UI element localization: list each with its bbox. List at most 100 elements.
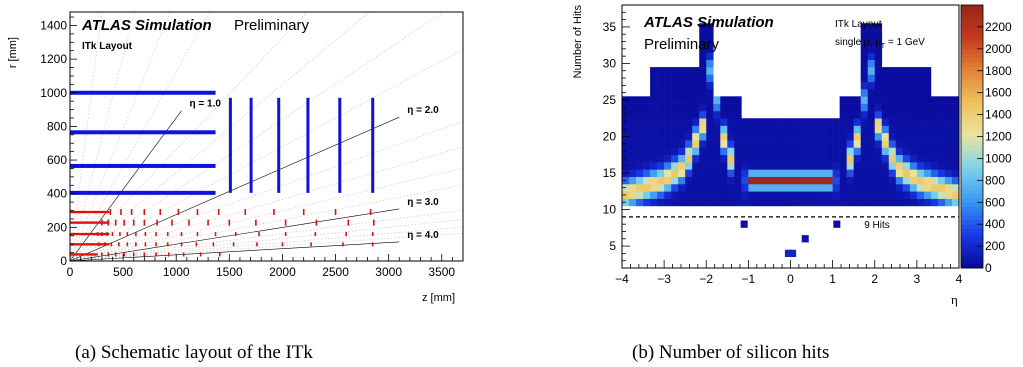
pixel-endcap-module	[126, 242, 129, 247]
colorbar-tick-label: 1800	[985, 64, 1012, 78]
heatmap-cell	[916, 110, 925, 119]
heatmap-cell	[790, 169, 798, 177]
x-tick-label: 2000	[269, 265, 296, 279]
heatmap-cell	[713, 103, 721, 112]
pixel-endcap-module	[234, 232, 237, 237]
heatmap-cell	[657, 110, 665, 119]
colorbar-tick-label: 200	[985, 239, 1005, 253]
heatmap-cell	[895, 125, 904, 134]
heatmap-cell	[902, 169, 911, 177]
heatmap-cell	[762, 191, 770, 199]
heatmap-cell	[867, 162, 876, 170]
eta-grid-line	[69, 11, 171, 262]
heatmap-cell	[867, 140, 876, 148]
heatmap-cell	[811, 125, 819, 134]
colorbar-segment	[961, 189, 983, 194]
pixel-endcap-module	[372, 219, 375, 226]
heatmap-cell	[909, 81, 918, 90]
heatmap-cell	[748, 132, 756, 141]
heatmap-cell	[790, 147, 798, 156]
heatmap-cell	[853, 191, 862, 199]
heatmap-cell	[727, 110, 735, 119]
heatmap-cell	[867, 81, 876, 90]
heatmap-cell	[818, 118, 826, 126]
heatmap-cell	[944, 169, 953, 177]
heatmap-cell	[706, 45, 714, 53]
heatmap-cell	[853, 96, 862, 104]
heatmap-cell	[650, 140, 658, 148]
heatmap-cell	[930, 103, 939, 112]
heatmap-cell	[720, 169, 728, 177]
heatmap-cell	[825, 169, 833, 177]
preliminary-label: Preliminary	[644, 36, 720, 53]
heatmap-cell	[867, 154, 876, 163]
pixel-endcap-module	[144, 232, 147, 237]
pixel-barrel-layer	[70, 253, 98, 256]
colorbar-segment	[961, 154, 983, 159]
heatmap-cell	[916, 162, 925, 170]
heatmap-cell	[671, 67, 679, 75]
heatmap-cell	[888, 183, 897, 192]
y-tick-label: 200	[47, 220, 67, 234]
heatmap-cell	[846, 169, 854, 177]
heatmap-cell	[741, 176, 749, 185]
heatmap-cell	[699, 147, 707, 156]
heatmap-cell	[902, 89, 911, 97]
pixel-endcap-module	[171, 219, 173, 226]
pixel-endcap-module	[155, 252, 157, 257]
heatmap-cell	[867, 74, 876, 83]
colorbar-segment	[961, 18, 983, 23]
heatmap-cell	[874, 125, 883, 134]
eta-grid-line	[69, 232, 464, 262]
heatmap-cell	[937, 169, 946, 177]
heatmap-cell	[650, 191, 658, 199]
heatmap-cell	[902, 103, 911, 112]
heatmap-cell	[664, 176, 672, 185]
heatmap-cell	[951, 140, 960, 148]
strip-endcap-disk	[306, 97, 310, 193]
heatmap-cell	[818, 154, 826, 163]
heatmap-cell	[860, 147, 869, 156]
pixel-endcap-module	[180, 242, 183, 247]
heatmap-cell	[657, 118, 665, 126]
heatmap-cell	[762, 140, 770, 148]
heatmap-cell	[867, 89, 876, 97]
heatmap-cell	[930, 147, 939, 156]
heatmap-cell	[874, 147, 883, 156]
heatmap-cell	[811, 162, 819, 170]
heatmap-cell	[741, 125, 749, 134]
heatmap-cell	[678, 103, 686, 112]
colorbar-segment	[961, 250, 983, 256]
heatmap-cell	[804, 162, 812, 170]
heatmap-cell	[797, 154, 805, 163]
heatmap-cell	[769, 154, 777, 163]
heatmap-cell	[951, 191, 960, 199]
heatmap-cell	[916, 67, 925, 75]
heatmap-cell	[734, 191, 742, 199]
itk-layout-label: ITk Layout	[835, 19, 882, 30]
heatmap-cell	[916, 74, 925, 83]
pixel-endcap-module	[342, 242, 344, 247]
eta-line	[69, 241, 400, 262]
heatmap-cell	[776, 125, 784, 134]
heatmap-cell	[853, 125, 862, 134]
colorbar-segment	[961, 9, 983, 15]
colorbar-segment	[961, 101, 983, 107]
heatmap-cell	[797, 169, 805, 177]
heatmap-cell	[629, 103, 637, 112]
heatmap-cell	[888, 154, 897, 163]
heatmap-cell	[699, 176, 707, 185]
heatmap-cell	[923, 89, 932, 97]
heatmap-cell	[629, 162, 637, 170]
heatmap-cell	[629, 140, 637, 148]
heatmap-cell	[685, 162, 693, 170]
colorbar-segment	[961, 13, 983, 19]
heatmap-cell	[671, 183, 679, 192]
heatmap-cell	[692, 198, 700, 207]
heatmap-cell	[909, 154, 918, 163]
particle-label-main: single μ, p	[835, 37, 881, 48]
colorbar-segment	[961, 171, 983, 177]
heatmap-cell	[853, 154, 862, 163]
colorbar-segment	[961, 5, 983, 10]
heatmap-outlier-cell	[784, 249, 792, 258]
